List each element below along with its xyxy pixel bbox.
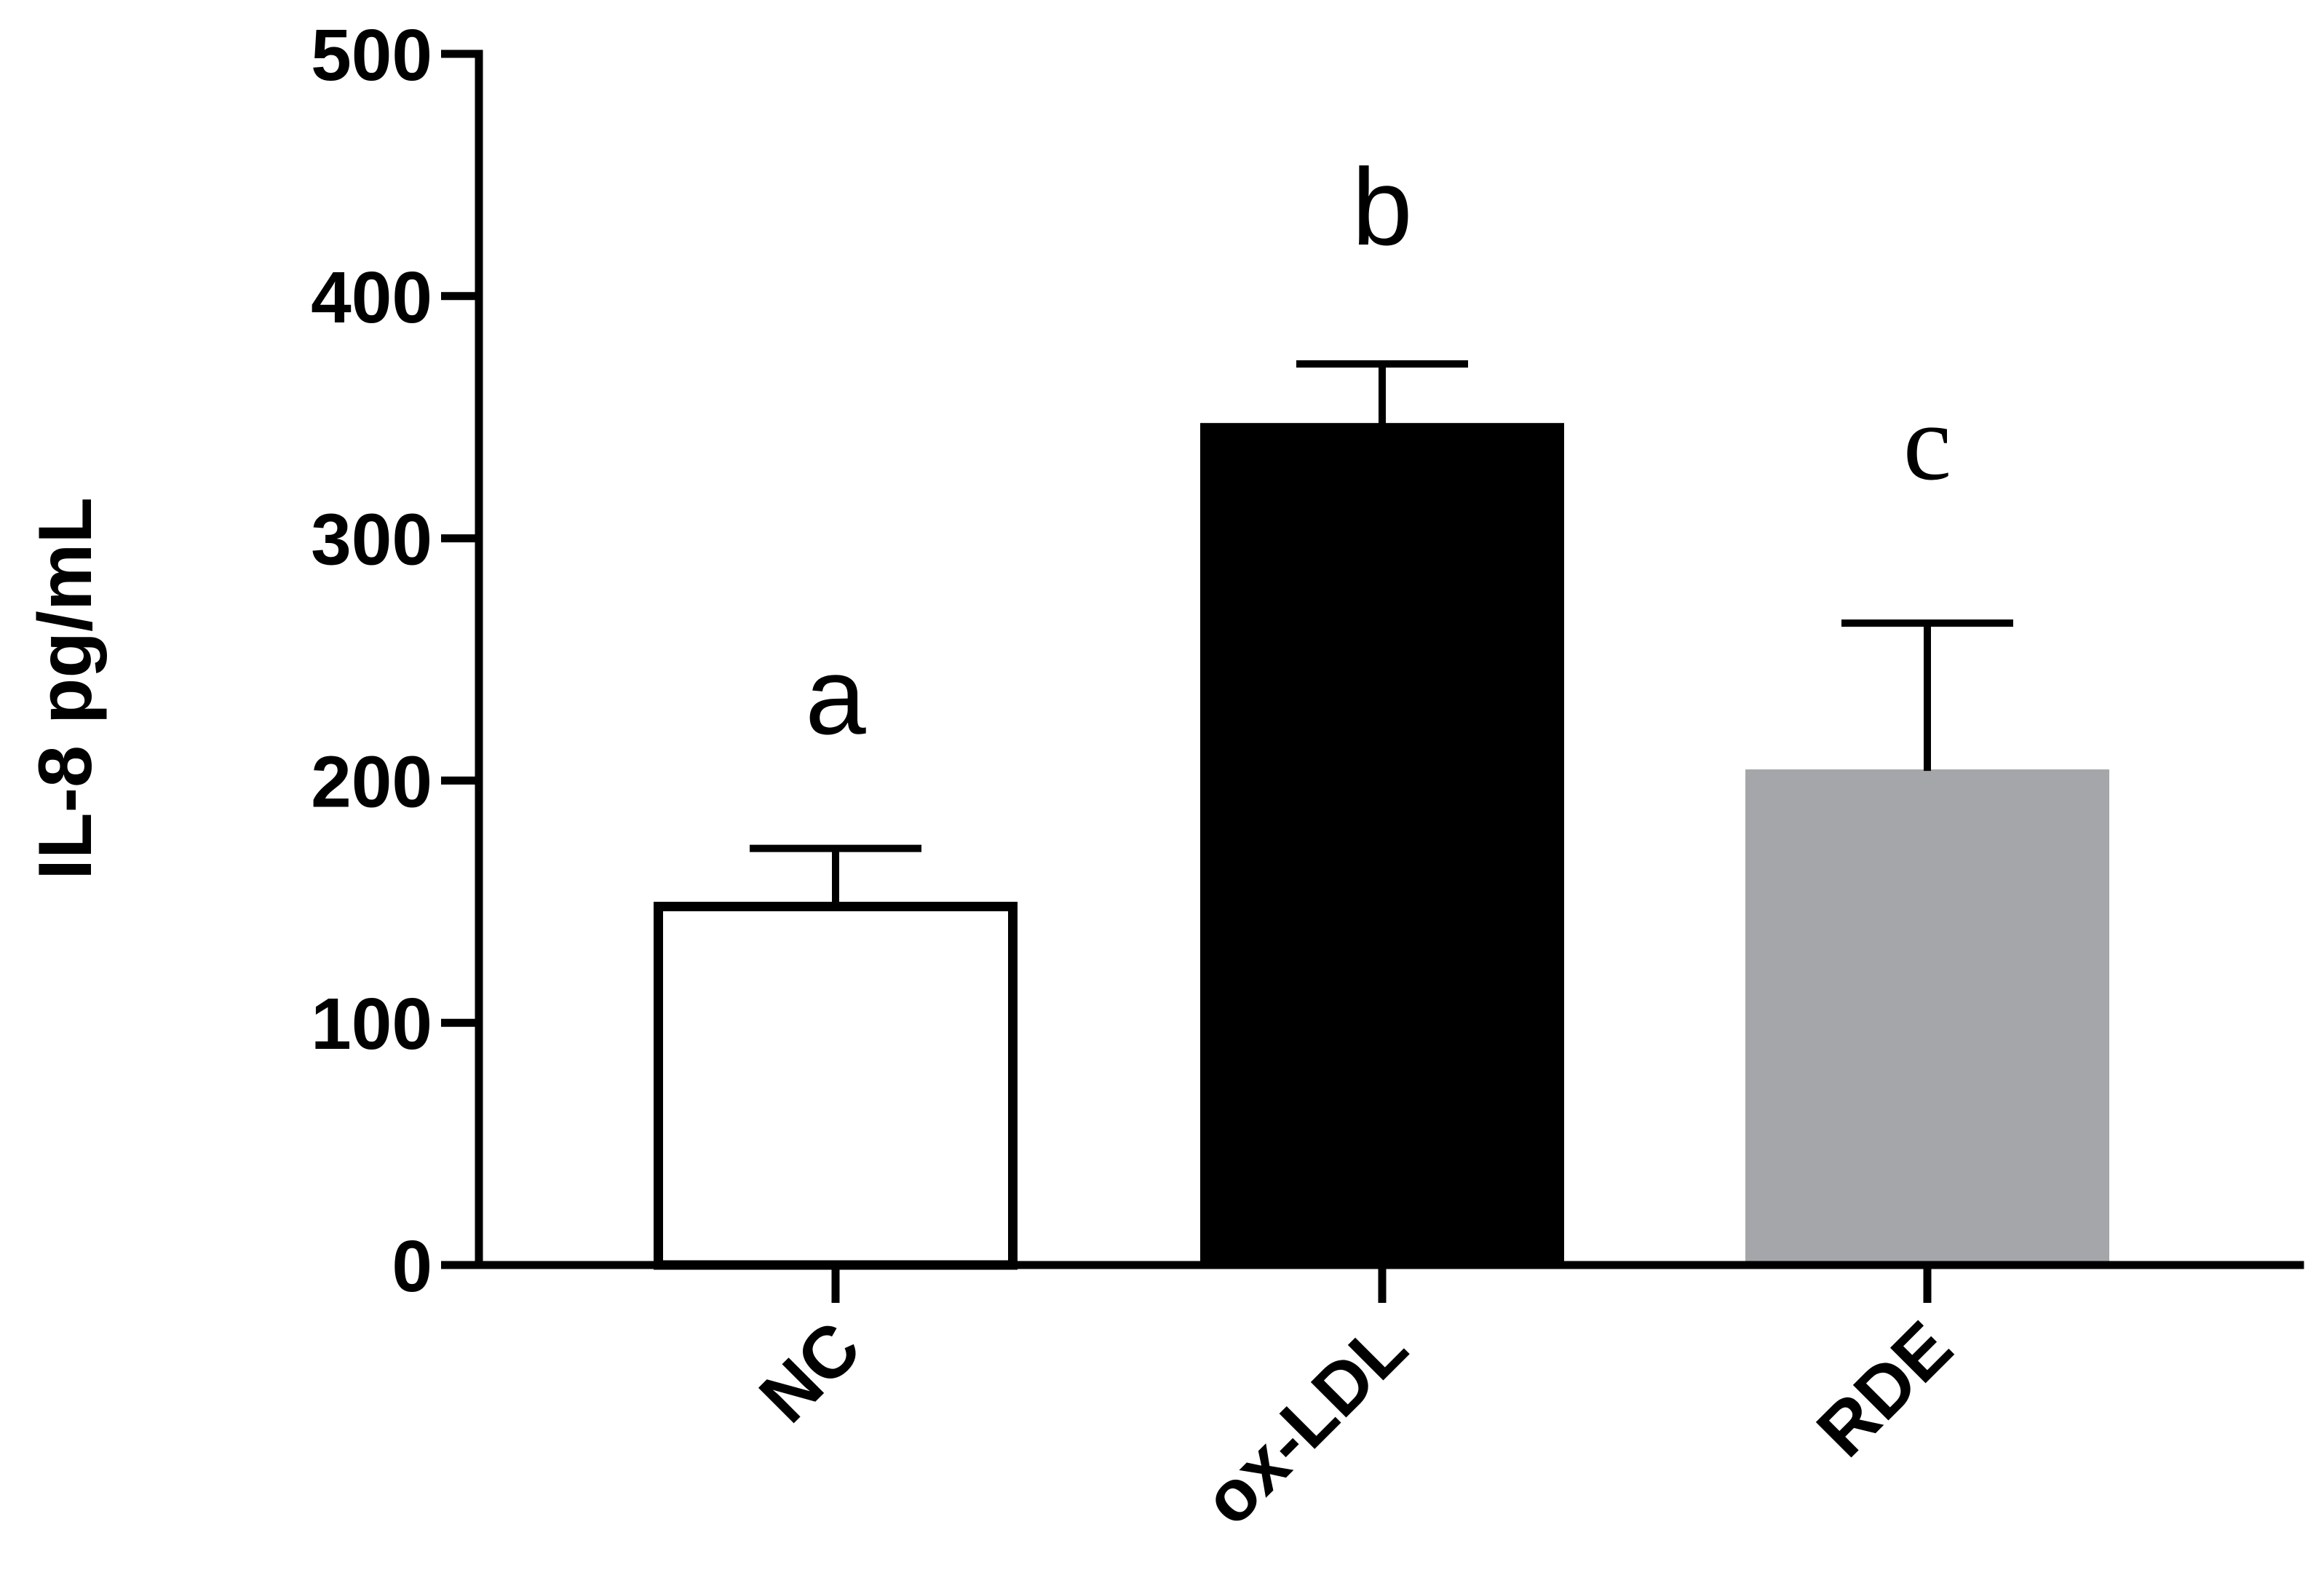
x-category-label: RDE bbox=[1801, 1306, 1967, 1472]
y-tick-label: 300 bbox=[311, 499, 432, 581]
x-category-label: ox-LDL bbox=[1188, 1306, 1423, 1541]
axes-layer bbox=[475, 49, 2304, 1269]
error-bars-layer bbox=[750, 360, 2013, 907]
bar-ox-ldl bbox=[1200, 423, 1564, 1267]
x-category-label: NC bbox=[744, 1306, 876, 1438]
y-tick-label: 500 bbox=[311, 15, 432, 96]
significance-labels-layer: a b c bbox=[805, 146, 1951, 757]
y-tick-label: 100 bbox=[311, 983, 432, 1065]
bar-rde bbox=[1745, 769, 2109, 1266]
y-tick-label: 0 bbox=[392, 1226, 432, 1307]
x-ticks-layer: NC ox-LDL RDE bbox=[744, 1265, 1968, 1541]
bar-nc bbox=[654, 901, 1018, 1270]
significance-label: c bbox=[1903, 382, 1952, 503]
y-axis-title: IL-8 pg/mL bbox=[23, 497, 108, 880]
y-ticks-layer: 0 100 200 300 400 500 bbox=[311, 15, 479, 1307]
significance-label: b bbox=[1352, 146, 1412, 268]
y-tick-label: 400 bbox=[311, 257, 432, 338]
significance-label: a bbox=[805, 635, 866, 757]
y-tick-label: 200 bbox=[311, 741, 432, 822]
